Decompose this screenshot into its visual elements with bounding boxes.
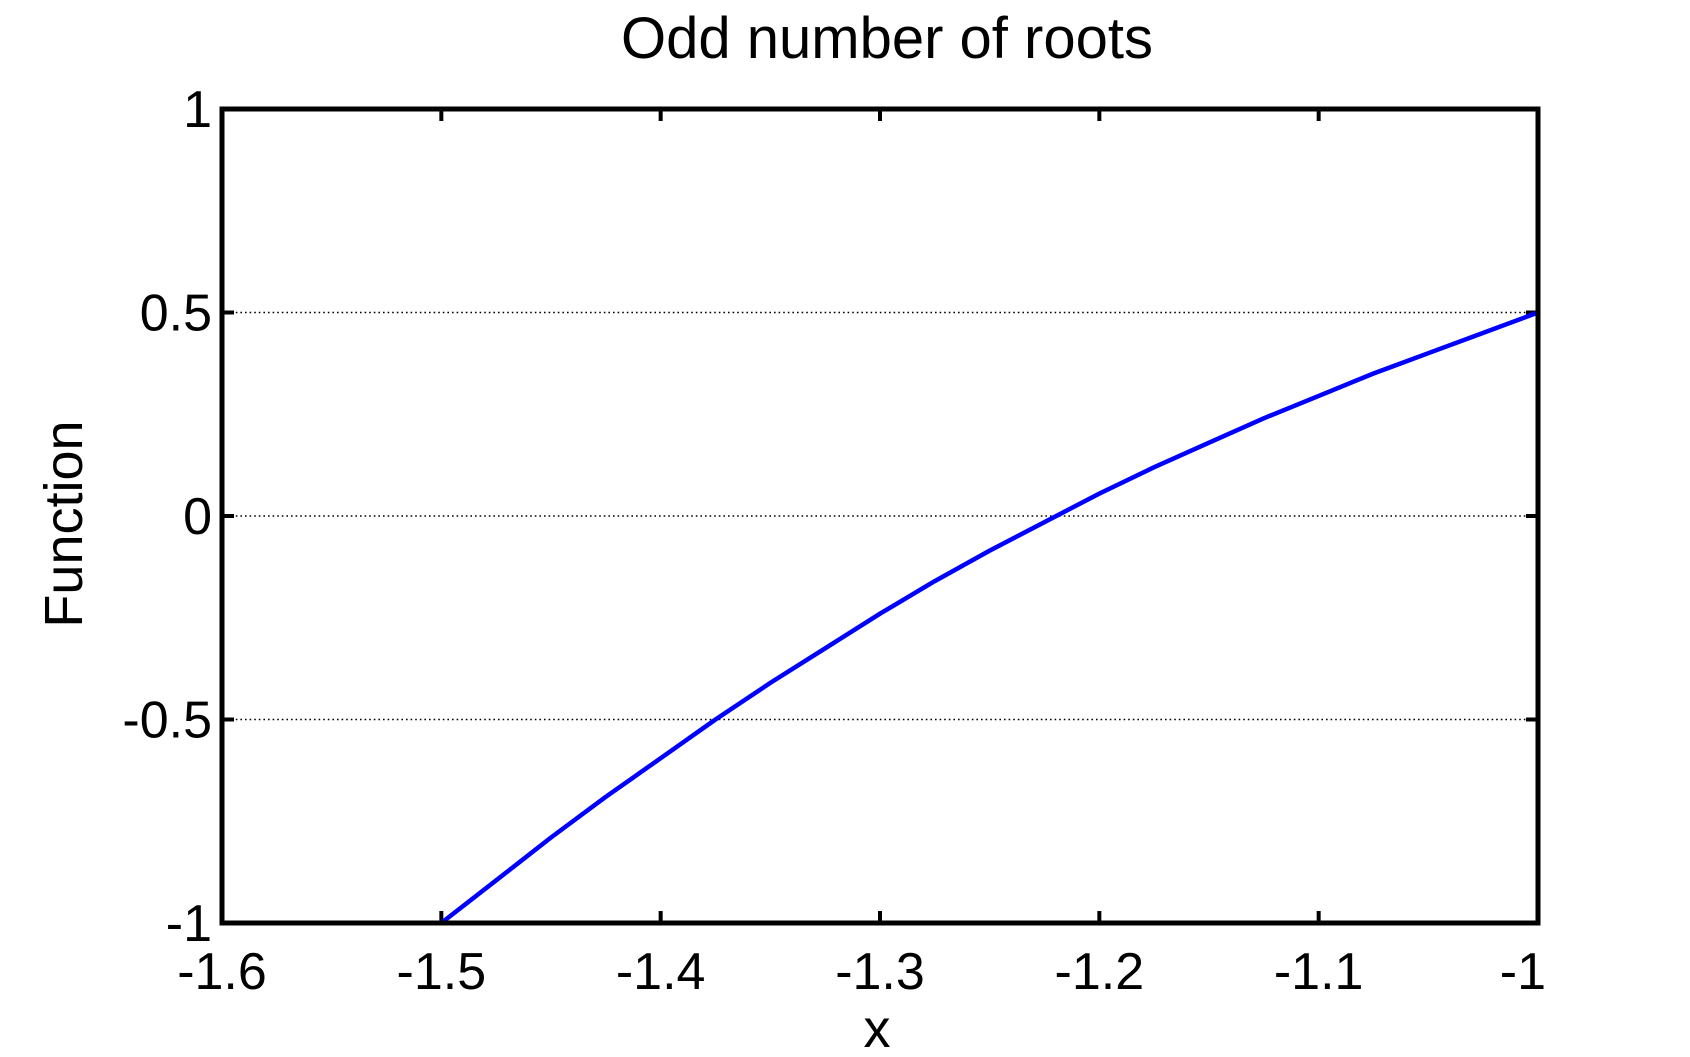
x-tick-label: -1.6 xyxy=(177,943,267,1001)
y-tick-label: -1 xyxy=(166,895,212,953)
y-tick-labels: -1 -0.5 0 0.5 1 xyxy=(122,81,212,953)
plot-frame xyxy=(219,106,1541,926)
grid-lines xyxy=(222,311,1538,721)
y-axis-label: Function xyxy=(34,420,94,627)
x-tick-label: -1 xyxy=(1500,943,1546,1001)
y-tick-label: -0.5 xyxy=(122,692,212,750)
x-tick-label: -1.3 xyxy=(835,943,925,1001)
y-tick-label: 0.5 xyxy=(140,285,212,343)
y-tick-label: 1 xyxy=(183,81,212,139)
x-axis-label: x xyxy=(864,999,891,1057)
x-tick-label: -1.1 xyxy=(1274,943,1364,1001)
y-tick-label: 0 xyxy=(183,488,212,546)
x-tick-label: -1.2 xyxy=(1055,943,1145,1001)
series-layer xyxy=(439,310,1541,926)
x-tick-label: -1.4 xyxy=(616,943,706,1001)
series-line xyxy=(439,310,1541,926)
chart-title: Odd number of roots xyxy=(621,6,1153,71)
x-tick-labels: -1.6 -1.5 -1.4 -1.3 -1.2 -1.1 -1 xyxy=(177,943,1546,1001)
x-tick-label: -1.5 xyxy=(397,943,487,1001)
